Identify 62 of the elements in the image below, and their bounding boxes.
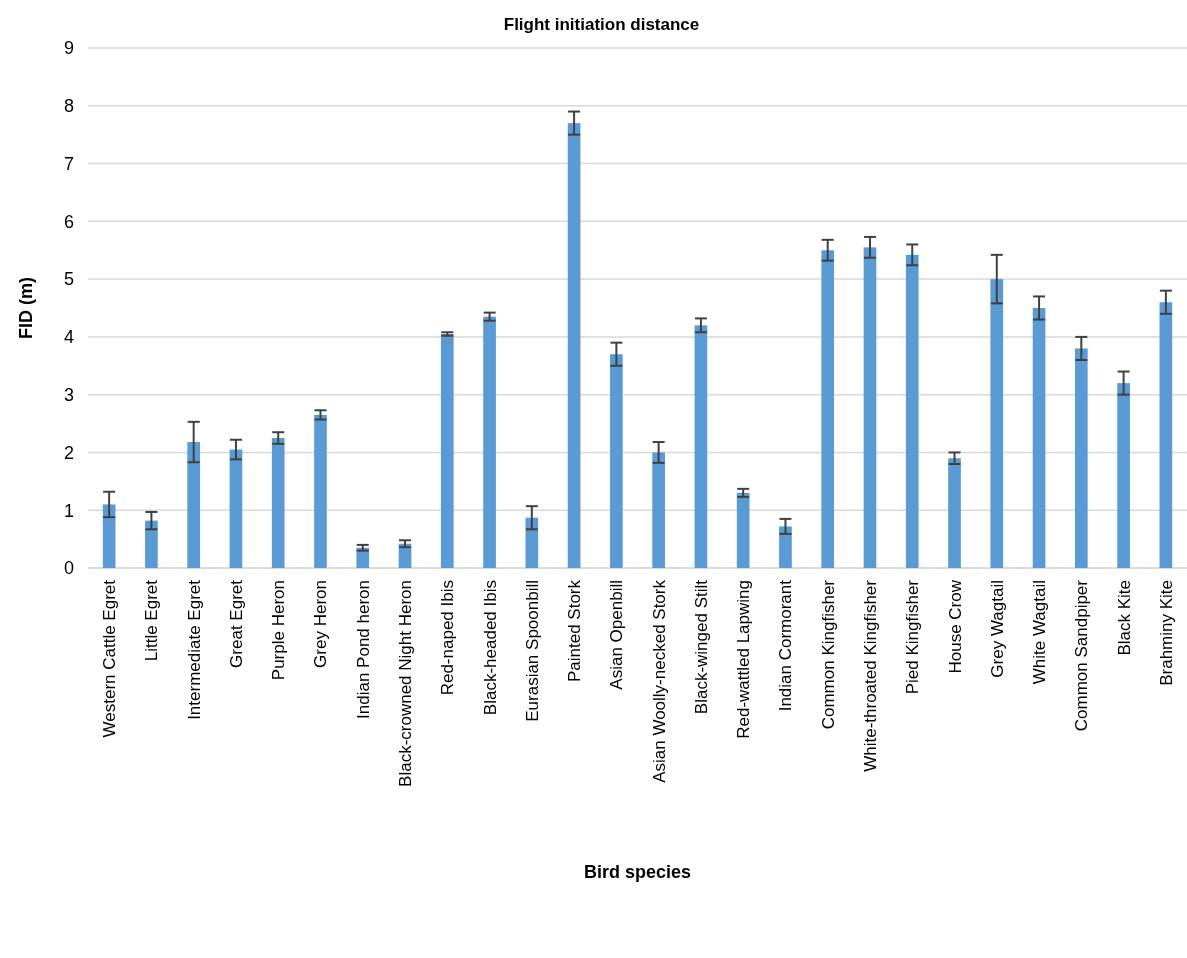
x-tick-label: Indian Pond heron (353, 580, 373, 719)
bar (567, 123, 581, 568)
x-tick-label: Asian Openbill (607, 580, 627, 690)
x-tick-label: Painted Stork (565, 579, 585, 683)
x-tick-label: Intermediate Egret (184, 579, 204, 720)
bar (525, 517, 539, 568)
bar (145, 520, 158, 568)
y-tick-label: 2 (63, 442, 74, 463)
x-tick-label: Red-naped Ibis (438, 580, 458, 696)
x-tick-label: White Wagtail (1030, 580, 1050, 685)
bar (779, 526, 792, 568)
chart-title: Flight initiation distance (503, 15, 700, 34)
bar (948, 458, 961, 568)
bar (610, 354, 623, 568)
x-tick-label: Pied Kingfisher (903, 579, 923, 695)
bar (440, 334, 454, 568)
y-axis-title: FID (m) (16, 277, 36, 339)
bar (1074, 348, 1088, 568)
x-tick-label: Black Kite (1114, 580, 1134, 656)
y-tick-label: 8 (63, 96, 74, 117)
bar (1032, 308, 1046, 568)
x-tick-label: Grey Wagtail (987, 580, 1007, 678)
x-tick-label: Common Sandpiper (1072, 579, 1092, 732)
x-tick-label: Black-winged Stilt (691, 579, 711, 715)
x-tick-label: Purple Heron (269, 580, 289, 681)
x-tick-label: Black-headed Ibis (480, 580, 500, 716)
y-tick-label: 1 (63, 500, 74, 521)
bar (271, 438, 285, 568)
x-tick-label: Grey Heron (311, 580, 331, 668)
bar (1159, 302, 1173, 568)
x-tick-label: Common Kingfisher (818, 579, 838, 730)
bar (905, 254, 919, 568)
bar (652, 452, 665, 568)
y-tick-label: 7 (63, 153, 74, 174)
bar (1117, 383, 1130, 568)
bar (821, 250, 835, 568)
y-tick-label: 3 (63, 384, 74, 405)
x-tick-label: House Crow (945, 579, 965, 674)
x-axis-title: Bird species (583, 862, 692, 882)
x-tick-label: Red-wattled Lapwing (734, 580, 754, 739)
bar (314, 414, 327, 568)
x-tick-label: Asian Woolly-necked Stork (649, 579, 669, 783)
y-tick-label: 5 (63, 269, 74, 290)
y-tick-label: 0 (63, 558, 74, 579)
y-tick-label: 4 (63, 327, 74, 348)
x-tick-label: White-throated Kingfisher (860, 579, 880, 772)
x-tick-label: Western Cattle Egret (100, 579, 120, 738)
y-tick-label: 6 (63, 211, 74, 232)
bar (483, 316, 496, 568)
bar (863, 247, 877, 568)
bar (736, 492, 750, 568)
x-tick-label: Black-crowned Night Heron (396, 580, 416, 787)
y-tick-label: 9 (63, 38, 74, 59)
x-tick-label: Eurasian Spoonbill (522, 580, 542, 722)
x-tick-label: Little Egret (142, 579, 162, 662)
bar (229, 449, 243, 568)
x-tick-label: Indian Cormorant (776, 579, 796, 712)
bar (694, 325, 708, 568)
bar (187, 442, 201, 568)
bar (990, 279, 1004, 568)
x-tick-label: Great Egret (226, 579, 246, 668)
x-tick-label: Brahminy Kite (1156, 580, 1176, 686)
